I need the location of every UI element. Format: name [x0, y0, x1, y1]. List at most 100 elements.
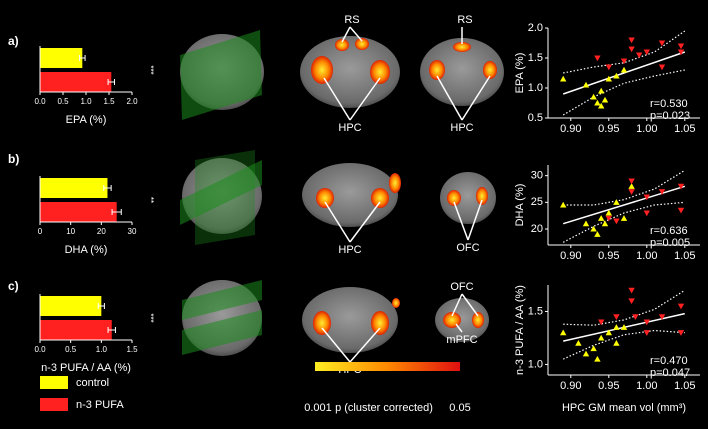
region-label: OFC [456, 242, 479, 254]
data-point [613, 340, 620, 346]
data-point [605, 329, 612, 336]
data-point [594, 355, 601, 362]
x-tick-label: 0.90 [560, 123, 581, 135]
data-point [594, 55, 601, 62]
legend-label: n-3 PUFA [76, 399, 124, 411]
colorbar-min: 0.001 [304, 402, 332, 414]
x-axis-label: EPA (%) [66, 114, 107, 126]
y-tick-label: 0.5 [528, 112, 543, 124]
data-point [605, 75, 612, 82]
y-axis-label: EPA (%) [514, 53, 526, 94]
confidence-band [562, 201, 685, 243]
significance: *** [146, 313, 155, 322]
x-tick-label: 1.0 [96, 345, 108, 354]
data-point [677, 183, 685, 190]
region-label: RS [457, 14, 472, 26]
data-point [590, 225, 597, 232]
colorbar-title: p (cluster corrected) [335, 402, 433, 414]
legend-swatch [40, 398, 68, 411]
x-tick-label: 1.5 [103, 97, 115, 106]
data-point [582, 81, 590, 88]
data-point [594, 231, 601, 237]
stat-label: r=0.530 [650, 98, 688, 110]
x-axis-label: HPC GM mean vol (mm³) [562, 402, 686, 414]
data-point [628, 178, 635, 185]
bar [40, 48, 83, 68]
data-point [643, 330, 650, 336]
data-point [613, 314, 620, 320]
confidence-band [563, 169, 686, 206]
x-tick-label: 0.5 [65, 345, 77, 354]
data-point [643, 194, 650, 201]
x-tick-label: 10 [66, 227, 75, 236]
data-point [677, 49, 685, 56]
data-point [643, 319, 650, 326]
y-tick-label: 1.5 [528, 305, 543, 317]
panel-label: c) [8, 279, 19, 293]
data-point [613, 72, 620, 79]
data-point [632, 314, 639, 320]
error-bar [107, 79, 116, 85]
data-point [598, 319, 605, 326]
y-tick-label: 1.5 [528, 52, 543, 64]
y-tick-label: 20 [531, 223, 543, 235]
region-label: HPC [338, 122, 361, 134]
x-tick-label: 1.05 [674, 123, 695, 135]
data-point [560, 75, 567, 82]
y-tick-label: 30 [531, 170, 543, 182]
legend-label: control [76, 377, 109, 389]
sagittal-brain [180, 30, 264, 356]
x-tick-label: 1.00 [636, 250, 657, 262]
data-point [620, 215, 628, 221]
significance: *** [146, 65, 155, 74]
x-tick-label: 0.95 [598, 123, 619, 135]
error-bar [103, 185, 112, 191]
data-point [643, 210, 650, 217]
data-point [658, 189, 666, 195]
data-point [677, 330, 685, 336]
data-point [598, 87, 605, 94]
data-point [605, 215, 612, 222]
confidence-band [562, 329, 685, 360]
error-bar [107, 327, 116, 333]
data-point [605, 64, 612, 71]
data-point [560, 201, 567, 208]
x-tick-label: 2.0 [126, 97, 138, 106]
x-tick-label: 1.00 [636, 123, 657, 135]
x-tick-label: 0.95 [598, 250, 619, 262]
data-point [658, 64, 666, 71]
data-point [613, 324, 620, 330]
significance: ** [146, 197, 155, 203]
x-tick-label: 0.0 [34, 345, 46, 354]
data-point [628, 189, 635, 195]
data-point [601, 96, 609, 103]
stat-label: r=0.470 [650, 355, 688, 367]
bar [40, 72, 112, 92]
region-label: HPC [450, 122, 473, 134]
region-label: HPC [338, 244, 361, 256]
x-tick-label: 1.05 [674, 380, 695, 392]
data-point [582, 350, 590, 357]
data-point [590, 345, 597, 352]
bar [40, 320, 112, 340]
y-tick-label: 1.0 [528, 82, 543, 94]
y-axis-label: DHA (%) [514, 184, 526, 227]
x-tick-label: 0.90 [560, 250, 581, 262]
x-tick-label: 0.0 [34, 97, 46, 106]
data-point [628, 37, 635, 44]
x-tick-label: 0 [38, 227, 43, 236]
region-label: RS [344, 14, 359, 26]
x-tick-label: 1.05 [674, 250, 695, 262]
colorbar: 0.001 p (cluster corrected) 0.05 [304, 362, 471, 414]
panel-label: a) [8, 34, 19, 48]
data-point [677, 303, 685, 310]
data-point [613, 218, 620, 225]
data-point [613, 199, 620, 205]
bar [40, 202, 117, 222]
bar [40, 296, 102, 316]
x-tick-label: 30 [128, 227, 137, 236]
x-axis-label: DHA (%) [65, 244, 108, 256]
data-point [628, 287, 635, 294]
x-tick-label: 1.5 [126, 345, 138, 354]
bar [40, 178, 108, 198]
